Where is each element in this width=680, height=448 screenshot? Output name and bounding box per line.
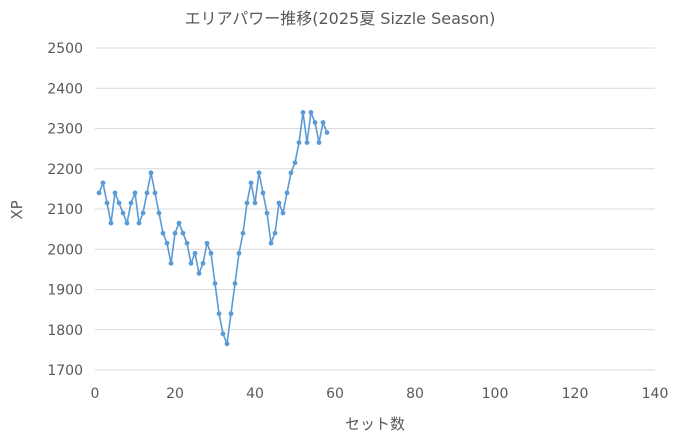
data-point [100, 180, 106, 186]
data-point [180, 230, 186, 236]
data-point [104, 200, 110, 206]
series-line [98, 111, 328, 345]
x-axis-title: セット数 [345, 415, 405, 433]
data-point [108, 220, 114, 226]
data-point [292, 160, 298, 166]
data-point [132, 190, 138, 196]
y-tick-label: 2400 [47, 81, 83, 97]
data-point [184, 240, 190, 246]
x-tick-label: 20 [166, 386, 184, 402]
data-point [244, 200, 250, 206]
y-tick-label: 2100 [47, 202, 83, 218]
x-tick-label: 140 [642, 386, 669, 402]
data-point [240, 230, 246, 236]
x-tick-label: 120 [562, 386, 589, 402]
data-point [204, 240, 210, 246]
data-point [188, 260, 194, 266]
data-point [212, 281, 218, 286]
x-axis-ticks: 0 20 40 60 80 100 120 140 [91, 386, 669, 402]
data-point [296, 140, 302, 145]
data-point [256, 170, 262, 176]
chart-title: エリアパワー推移(2025夏 Sizzle Season) [185, 9, 496, 28]
data-point [140, 210, 146, 216]
data-point [320, 120, 326, 125]
y-tick-label: 2500 [47, 41, 83, 57]
data-point [248, 180, 254, 186]
data-point [308, 110, 314, 115]
data-point [128, 200, 134, 206]
data-point [300, 110, 306, 115]
data-point [316, 140, 322, 145]
data-point [152, 190, 158, 196]
y-axis-ticks: 1700 1800 1900 2000 2100 2200 2300 2400 2500 [47, 41, 83, 379]
y-tick-label: 1900 [47, 283, 83, 299]
data-point [136, 220, 142, 226]
data-point [172, 230, 178, 236]
y-tick-label: 2000 [47, 242, 83, 258]
y-tick-label: 1800 [47, 323, 83, 339]
x-tick-label: 60 [326, 386, 344, 402]
data-point [192, 250, 198, 256]
data-point [220, 331, 226, 337]
x-tick-label: 80 [406, 386, 424, 402]
data-point [312, 120, 318, 125]
data-point [280, 210, 286, 216]
data-point [200, 260, 206, 266]
data-point [224, 341, 230, 347]
data-point [196, 271, 202, 276]
data-point [164, 240, 170, 246]
data-point [236, 250, 242, 256]
data-point [124, 220, 130, 226]
data-point [144, 190, 150, 196]
data-point [120, 210, 126, 216]
data-point [252, 200, 258, 206]
data-point [232, 281, 238, 286]
data-point [168, 260, 174, 266]
x-tick-label: 100 [482, 386, 509, 402]
data-point [272, 230, 278, 236]
data-point [264, 210, 270, 216]
x-tick-label: 40 [246, 386, 264, 402]
data-point [208, 250, 214, 256]
data-point [216, 311, 222, 317]
data-point [148, 170, 154, 176]
data-point [228, 311, 234, 317]
series-layer [96, 110, 330, 347]
y-tick-label: 2300 [47, 122, 83, 138]
y-tick-label: 2200 [47, 162, 83, 178]
data-point [288, 170, 294, 176]
data-point [116, 200, 122, 206]
data-point [304, 140, 310, 145]
data-point [284, 190, 290, 196]
y-axis-title: XP [8, 200, 26, 219]
y-tick-label: 1700 [47, 363, 83, 379]
data-point [156, 210, 162, 216]
x-tick-label: 0 [91, 386, 100, 402]
data-point [112, 190, 118, 196]
data-point [96, 190, 102, 196]
data-point [268, 240, 274, 246]
data-point [276, 200, 282, 206]
data-point [176, 220, 182, 226]
data-point [160, 230, 166, 236]
data-point [324, 130, 330, 135]
data-point [260, 190, 266, 196]
